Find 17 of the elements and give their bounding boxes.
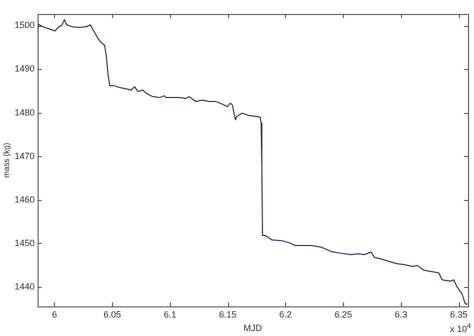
y-tick-label: 1500 (14, 20, 35, 30)
x-tick-label: 6.3 (394, 309, 408, 320)
y-tick-label: 1460 (14, 194, 35, 204)
y-axis-title: mass (kg) (2, 142, 12, 178)
x-tick-label: 6.35 (450, 309, 468, 320)
x-tick-label: 6.2 (279, 309, 292, 320)
x-tick-label: 6.25 (334, 309, 352, 320)
y-tick-label: 1440 (14, 281, 35, 292)
x-axis-title: MJD (244, 323, 263, 334)
x-tick-label: 6.15 (218, 309, 237, 320)
x-tick-label: 6.05 (103, 309, 122, 320)
x-tick-label: 6 (52, 309, 57, 320)
y-tick-label: 1480 (14, 107, 35, 118)
x-tick-label: 6.1 (164, 309, 176, 320)
y-tick-label: 1450 (14, 238, 35, 248)
y-tick-label: 1470 (14, 150, 35, 161)
y-tick-label: 1490 (14, 64, 35, 74)
